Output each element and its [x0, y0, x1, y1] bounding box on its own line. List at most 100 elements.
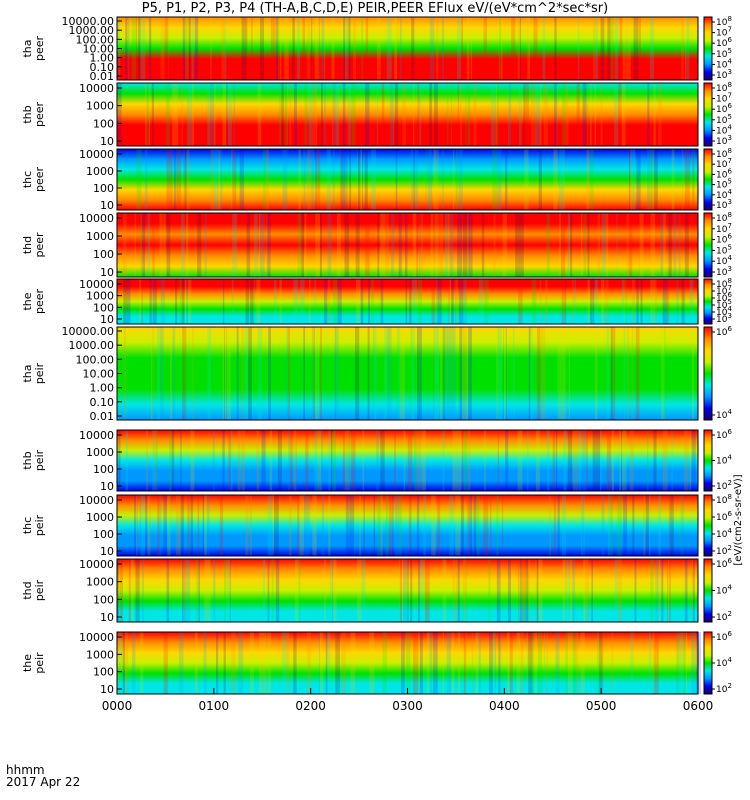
y-tick-label: 10000: [79, 558, 114, 571]
y-tick-label: 10000: [79, 82, 114, 95]
y-tick-label: 100: [93, 248, 114, 261]
y-tick-label: 10: [100, 480, 114, 493]
spectrogram-texture: [123, 279, 701, 324]
x-tick-label: 0200: [295, 699, 326, 713]
spectrogram-tha-peer: [117, 17, 698, 80]
colorbar-tick-label: 104: [716, 656, 732, 669]
x-label-hhmm: hhmm: [6, 763, 45, 777]
x-tick-label: 0300: [392, 699, 423, 713]
panel-frame: [116, 148, 699, 211]
y-tick-label: 1000: [86, 648, 114, 661]
spectrogram-texture: [118, 327, 694, 420]
panel-probe-label: thb: [21, 451, 34, 469]
colorbar-tick-label: 102: [716, 610, 732, 623]
panel-species-label: peir: [33, 514, 46, 536]
y-tick-label: 10000.00: [62, 325, 115, 338]
y-tick-label: 10: [100, 135, 114, 148]
colorbar-tha-peir: [703, 326, 713, 421]
x-tick-label: 0100: [199, 699, 230, 713]
panel-probe-label: thc: [21, 171, 34, 188]
y-tick-label: 10000: [79, 212, 114, 225]
y-tick-label: 1000: [86, 576, 114, 589]
panel-frame: [116, 212, 699, 278]
spectrogram-texture: [136, 149, 695, 210]
y-tick-label: 0.01: [90, 410, 115, 423]
y-tick-label: 10000: [79, 631, 114, 644]
colorbar-thb-peir: [703, 429, 713, 492]
colorbar-tick-label: 102: [716, 682, 732, 695]
colorbar-tick-label: 108: [716, 493, 732, 506]
y-tick-label: 1000: [86, 446, 114, 459]
panel-frame: [116, 82, 699, 147]
y-tick-label: 0.01: [90, 70, 115, 83]
panel-the-peir: 10000 1000 100 10 the peir 106 104 102: [21, 630, 732, 696]
y-tick-label: 1000: [86, 230, 114, 243]
chart-title: P5, P1, P2, P3, P4 (TH-A,B,C,D,E) PEIR,P…: [141, 1, 609, 16]
panel-frame: [116, 494, 699, 557]
colorbar-tick-label: 102: [716, 479, 732, 492]
y-tick-label: 10000: [79, 278, 114, 291]
panel-species-label: peer: [33, 36, 46, 62]
colorbar-the-peer: [703, 278, 713, 325]
colorbar-tick-label: 106: [716, 510, 732, 523]
y-tick-label: 10: [100, 545, 114, 558]
spectrogram-texture: [123, 213, 689, 277]
y-tick-label: 1000: [86, 165, 114, 178]
y-tick-label: 10: [100, 266, 114, 279]
y-tick-label: 10: [100, 683, 114, 696]
y-tick-label: 100: [93, 666, 114, 679]
spectrogram-texture: [117, 559, 695, 622]
y-tick-label: 10000: [79, 148, 114, 161]
spectrogram-thd-peir: [117, 559, 698, 622]
panel-probe-label: thd: [21, 581, 34, 599]
y-tick-label: 1000.00: [69, 24, 115, 37]
spectrogram-thc-peer: [117, 149, 698, 210]
panel-frame: [116, 558, 699, 623]
panel-species-label: peir: [33, 362, 46, 384]
spectrogram-tha-peir: [117, 327, 698, 420]
y-tick-label: 100: [93, 463, 114, 476]
colorbar-thc-peir: [703, 494, 713, 557]
y-tick-label: 1000: [86, 100, 114, 113]
panels-group: 10000.001000.00100.0010.001.000.100.01th…: [21, 15, 732, 696]
colorbar-thc-peer: [703, 148, 713, 211]
panel-thb-peir: 10000 1000 100 10 thb peir 106 104 102: [21, 428, 732, 493]
panel-probe-label: the: [21, 654, 34, 672]
panel-thd-peir: 10000 1000 100 10 thd peir 106 104 102: [21, 557, 732, 624]
y-tick-label: 10000: [79, 429, 114, 442]
x-tick-label: 0000: [102, 699, 133, 713]
y-tick-label: 100: [93, 528, 114, 541]
colorbar-tick-label: 106: [716, 428, 732, 441]
y-tick-label: 1000: [86, 511, 114, 524]
panel-probe-label: the: [21, 292, 34, 310]
colorbar-thb-peer: [703, 82, 713, 147]
panel-species-label: peir: [33, 579, 46, 601]
colorbar-thd-peer: [703, 212, 713, 278]
panel-species-label: peer: [33, 102, 46, 128]
colorbar-tick-label: 104: [716, 527, 732, 540]
spectrogram-texture: [118, 83, 662, 146]
panel-species-label: peer: [33, 167, 46, 193]
panel-probe-label: tha: [21, 364, 34, 382]
colorbar-tick-label: 102: [716, 544, 732, 557]
colorbar-label: [eV/(cm2-s-sr-eV)]: [733, 474, 744, 565]
spectrogram-thd-peer: [117, 213, 698, 277]
colorbar-thd-peir: [703, 558, 713, 623]
spectrogram-thb-peer: [117, 83, 698, 146]
panel-frame: [116, 429, 699, 492]
x-tick-label: 0600: [683, 699, 714, 713]
y-tick-label: 10.00: [83, 368, 115, 381]
time-axis: 0000 0100 0200 0300 0400 0500 0600: [102, 688, 714, 713]
y-tick-label: 10: [100, 199, 114, 212]
spectrogram-texture: [118, 632, 701, 694]
colorbar-tick-label: 106: [716, 630, 732, 643]
panel-species-label: peer: [33, 289, 46, 315]
panel-probe-label: tha: [21, 39, 34, 57]
x-tick-label: 0400: [489, 699, 520, 713]
y-tick-label: 10.00: [83, 43, 115, 56]
